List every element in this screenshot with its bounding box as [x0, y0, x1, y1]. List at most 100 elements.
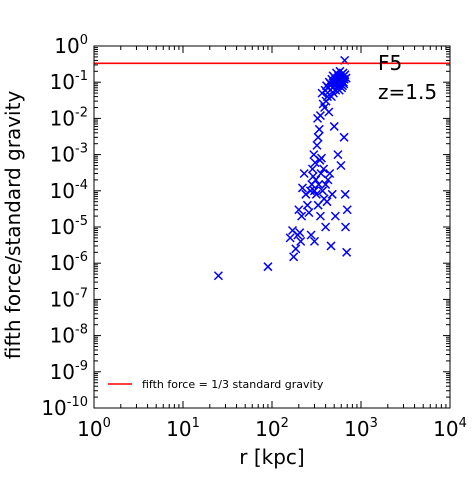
data-point: [314, 124, 324, 134]
y-axis-label: fifth force/standard gravity: [1, 91, 25, 360]
data-point-stroke: [304, 208, 314, 218]
data-point-stroke: [319, 164, 329, 174]
data-point-stroke: [299, 168, 309, 179]
data-point-stroke: [342, 247, 352, 257]
x-axis-label: r [kpc]: [239, 445, 304, 469]
data-point: [295, 228, 305, 238]
data-point-stroke: [340, 189, 350, 199]
data-point-stroke: [309, 150, 319, 160]
data-point: [322, 197, 332, 207]
data-point-stroke: [322, 92, 332, 102]
data-point: [302, 200, 312, 210]
data-point: [297, 183, 308, 193]
data-point-stroke: [339, 132, 349, 142]
data-point: [338, 77, 348, 87]
data-point-stroke: [306, 230, 316, 240]
data-point-stroke: [314, 124, 324, 134]
data-point: [296, 236, 306, 246]
data-point-stroke: [335, 66, 345, 76]
data-point: [304, 208, 314, 218]
data-point: [315, 111, 325, 121]
data-point-stroke: [321, 222, 331, 232]
data-point-stroke: [309, 236, 319, 246]
data-point: [297, 211, 307, 221]
data-point: [341, 73, 351, 83]
y-tick-label: 10-5: [50, 214, 88, 239]
data-point-stroke: [295, 228, 305, 238]
y-tick-label: 10-8: [50, 323, 88, 348]
y-tick-label: 100: [54, 33, 88, 58]
data-point-stroke: [285, 233, 295, 243]
data-point-stroke: [327, 189, 337, 199]
data-point-stroke: [325, 168, 335, 179]
data-point: [326, 241, 336, 251]
data-point: [324, 107, 334, 117]
x-tick-label: 103: [344, 416, 378, 441]
data-point-stroke: [263, 262, 273, 272]
data-point-stroke: [313, 132, 323, 142]
data-point: [311, 175, 321, 185]
data-point: [319, 164, 329, 174]
data-point: [321, 179, 331, 189]
legend: fifth force = 1/3 standard gravity: [108, 378, 324, 391]
data-point-stroke: [287, 225, 298, 236]
data-point: [340, 189, 350, 199]
data-point: [314, 179, 324, 189]
data-point: [325, 168, 335, 179]
data-point: [313, 132, 323, 142]
legend-label: fifth force = 1/3 standard gravity: [142, 378, 324, 391]
y-tick-label: 10-3: [50, 142, 88, 167]
data-point-stroke: [291, 244, 301, 254]
data-point-stroke: [311, 189, 321, 199]
y-tick-label: 10-1: [50, 69, 88, 94]
data-point-stroke: [342, 205, 352, 215]
data-point-stroke: [213, 271, 223, 281]
data-point: [342, 247, 352, 257]
data-point-stroke: [341, 73, 351, 83]
data-point-stroke: [322, 197, 332, 207]
data-point: [294, 205, 304, 215]
data-point-stroke: [336, 160, 346, 171]
data-point: [307, 164, 318, 174]
data-point: [329, 121, 339, 131]
data-point-stroke: [302, 200, 312, 210]
annotation-redshift: z=1.5: [378, 80, 437, 104]
data-point: [299, 168, 309, 179]
y-tick-label: 10-6: [50, 250, 88, 275]
x-tick-label: 104: [433, 416, 467, 441]
data-point: [263, 262, 273, 272]
data-point: [340, 222, 351, 232]
data-point: [327, 189, 337, 199]
data-point-stroke: [315, 211, 325, 221]
data-point-stroke: [329, 121, 339, 131]
data-point-stroke: [314, 179, 324, 189]
data-point-stroke: [330, 211, 340, 221]
data-point: [316, 153, 327, 163]
data-point-stroke: [311, 175, 321, 185]
tick-layer: 100 101 102 103 104 100 10-1 10-2 10-3 10-4 10-5 10…: [41, 33, 467, 441]
data-point-stroke: [309, 186, 319, 196]
data-point: [323, 175, 333, 185]
y-tick-label: 10-10: [41, 395, 88, 420]
data-point-stroke: [333, 150, 343, 160]
data-point-stroke: [294, 205, 304, 215]
data-point: [285, 233, 295, 243]
data-point-stroke: [320, 102, 330, 113]
plot-layer: [93, 45, 451, 409]
x-tick-label: 102: [255, 416, 289, 441]
data-point-stroke: [310, 158, 320, 168]
data-point: [339, 132, 349, 142]
data-point-stroke: [307, 164, 318, 174]
data-point: [213, 271, 223, 281]
x-tick-label: 100: [77, 416, 111, 441]
data-point-stroke: [289, 252, 299, 262]
data-point-stroke: [296, 236, 306, 246]
data-point-stroke: [297, 183, 308, 193]
data-point-stroke: [297, 211, 307, 221]
y-tick-label: 10-4: [50, 178, 88, 203]
data-point: [330, 211, 340, 221]
data-point-stroke: [340, 70, 350, 80]
data-point-stroke: [323, 175, 333, 185]
